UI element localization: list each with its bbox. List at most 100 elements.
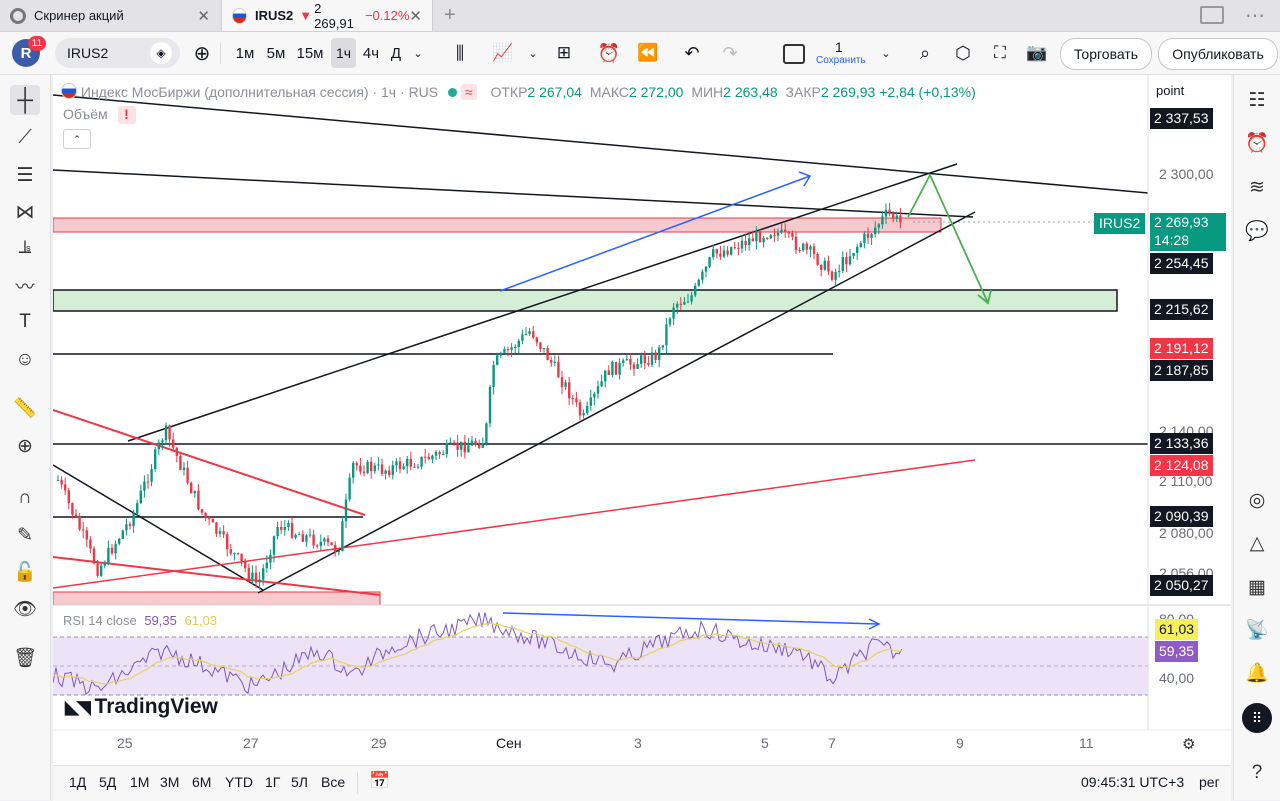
interval-1m[interactable]: 1м (235, 44, 255, 62)
replay-icon[interactable]: ⏪ (637, 43, 659, 62)
ideas-icon[interactable]: △ (1249, 532, 1265, 554)
chevron-down-icon[interactable]: ⌄ (881, 47, 891, 60)
range-3m[interactable]: 3М (160, 774, 180, 790)
range-1y[interactable]: 1Г (265, 774, 281, 790)
candle-body (294, 534, 297, 538)
legend-title[interactable]: Индекс МосБиржи (дополнительная сессия) (80, 84, 369, 100)
save-button[interactable]: Сохранить (816, 55, 866, 66)
range-5y[interactable]: 5Л (291, 774, 308, 790)
range-6m[interactable]: 6М (192, 774, 212, 790)
settings-icon[interactable]: ⬡ (955, 42, 971, 63)
menu-icon[interactable]: ⋯ (1245, 5, 1265, 27)
candle-body (406, 458, 409, 467)
indicators-icon[interactable]: 📈 (492, 43, 514, 62)
clock[interactable]: 09:45:31 UTC+3 (1081, 774, 1185, 790)
volume-label[interactable]: Объём ! (63, 106, 136, 124)
emoji-icon[interactable]: ☺ (15, 349, 35, 370)
price-label: 2 133,36 (1150, 433, 1213, 454)
rsi-legend[interactable]: RSI 14 close 59,35 61,03 (63, 613, 218, 628)
pattern-icon[interactable]: ⋈ (15, 201, 35, 223)
notifications-icon[interactable]: 🔔 (1245, 663, 1269, 684)
date-range-icon[interactable]: 📅 (369, 771, 391, 790)
apps-grid-icon[interactable]: ⠿ (1242, 703, 1272, 733)
chevron-down-icon[interactable]: ⌄ (528, 47, 538, 60)
publish-button[interactable]: Опубликовать (1158, 38, 1278, 70)
candle-body (830, 271, 834, 280)
candle-body (215, 522, 218, 534)
fib-icon[interactable]: ☰ (16, 164, 34, 186)
candle-body (812, 246, 816, 254)
layout-grid-icon[interactable]: ⊞ (556, 43, 572, 62)
candle-body (64, 484, 67, 491)
new-tab-button[interactable]: + (444, 4, 456, 26)
trade-button[interactable]: Торговать (1060, 38, 1152, 70)
layers-icon[interactable]: ≋ (1249, 176, 1265, 198)
fullscreen-icon[interactable]: ⛶ (994, 43, 1006, 62)
quick-search-icon[interactable]: ⌕ (919, 42, 931, 63)
trash-icon[interactable]: 🗑 (12, 648, 38, 669)
candle-body (424, 456, 427, 458)
russia-flag-icon (232, 7, 247, 24)
warning-icon[interactable]: ! (117, 106, 136, 124)
interval-1h[interactable]: 1ч (331, 38, 356, 68)
tab-irus2[interactable]: IRUS2 ▼ 2 269,91 −0.12% ✕ (221, 0, 433, 31)
candle-body (600, 381, 603, 387)
redo-icon[interactable]: ↷ (722, 42, 738, 63)
magnet-icon[interactable]: ∩ (18, 487, 32, 508)
axis-settings-icon[interactable]: ⚙ (1182, 736, 1196, 753)
range-5d[interactable]: 5Д (99, 774, 117, 790)
close-icon[interactable]: ✕ (197, 7, 210, 25)
interval-4h[interactable]: 4ч (362, 44, 380, 62)
camera-icon[interactable]: 📷 (1026, 43, 1048, 62)
text-icon[interactable]: T (19, 311, 31, 332)
candle-body (413, 466, 416, 468)
close-icon[interactable]: ✕ (409, 7, 422, 25)
range-all[interactable]: Все (321, 774, 346, 790)
ruler-icon[interactable]: 📏 (13, 398, 37, 419)
chat-icon[interactable]: 💬 (1245, 221, 1269, 242)
watchlist-icon[interactable]: ☷ (1248, 89, 1266, 111)
candle-body (712, 249, 715, 258)
interval-5m[interactable]: 5м (266, 44, 286, 62)
collapse-legend-button[interactable]: ⌃ (63, 129, 91, 149)
streams-icon[interactable]: 📡 (1245, 620, 1269, 641)
price-chart[interactable] (53, 75, 1231, 765)
window-icon[interactable] (1200, 6, 1224, 24)
tab-screener[interactable]: Скринер акций ✕ (0, 0, 220, 31)
compare-icon[interactable]: ◈ (150, 42, 172, 64)
candle-body (640, 355, 643, 364)
forecast-icon[interactable]: ⫡ (18, 237, 32, 258)
zoom-in-icon[interactable]: ⊕ (17, 435, 33, 457)
candle-body (636, 363, 639, 369)
candle-body (604, 370, 607, 382)
time-tick: 7 (828, 735, 836, 751)
crosshair-icon[interactable]: ┼ (10, 85, 40, 115)
lock-icon[interactable]: 🔓 (13, 562, 37, 583)
chart-pane[interactable]: Индекс МосБиржи (дополнительная сессия) … (53, 75, 1231, 765)
range-ytd[interactable]: YTD (225, 774, 253, 790)
alerts-clock-icon[interactable]: ⏰ (1245, 133, 1269, 154)
add-symbol-icon[interactable]: ⊕ (193, 42, 211, 65)
trendline-icon[interactable]: ⟋ (18, 127, 32, 148)
layout-icon[interactable] (783, 44, 805, 64)
target-icon[interactable]: ◎ (1248, 489, 1266, 511)
time-tick: 5 (761, 735, 769, 751)
symbol-search[interactable]: IRUS2 ◈ (55, 38, 180, 68)
eye-icon[interactable]: 👁 (12, 599, 38, 620)
interval-15m[interactable]: 15м (296, 44, 324, 62)
range-1d[interactable]: 1Д (69, 774, 87, 790)
calendar-icon[interactable]: ▦ (1248, 576, 1266, 598)
time-tick: 9 (956, 735, 964, 751)
candle-body (136, 503, 139, 514)
undo-icon[interactable]: ↶ (684, 42, 700, 63)
help-icon[interactable]: ? (1251, 762, 1263, 783)
candle-body (305, 535, 308, 542)
session-mode[interactable]: рег (1199, 774, 1220, 790)
alert-icon[interactable]: ⏰ (597, 42, 621, 63)
candles-icon[interactable]: ⫼ (455, 42, 465, 63)
interval-d[interactable]: Д (390, 44, 402, 62)
chevron-down-icon[interactable]: ⌄ (413, 47, 423, 60)
pencil-lock-icon[interactable]: ✎ (17, 524, 33, 546)
brush-icon[interactable]: 〰 (15, 276, 35, 298)
range-1m[interactable]: 1М (130, 774, 150, 790)
